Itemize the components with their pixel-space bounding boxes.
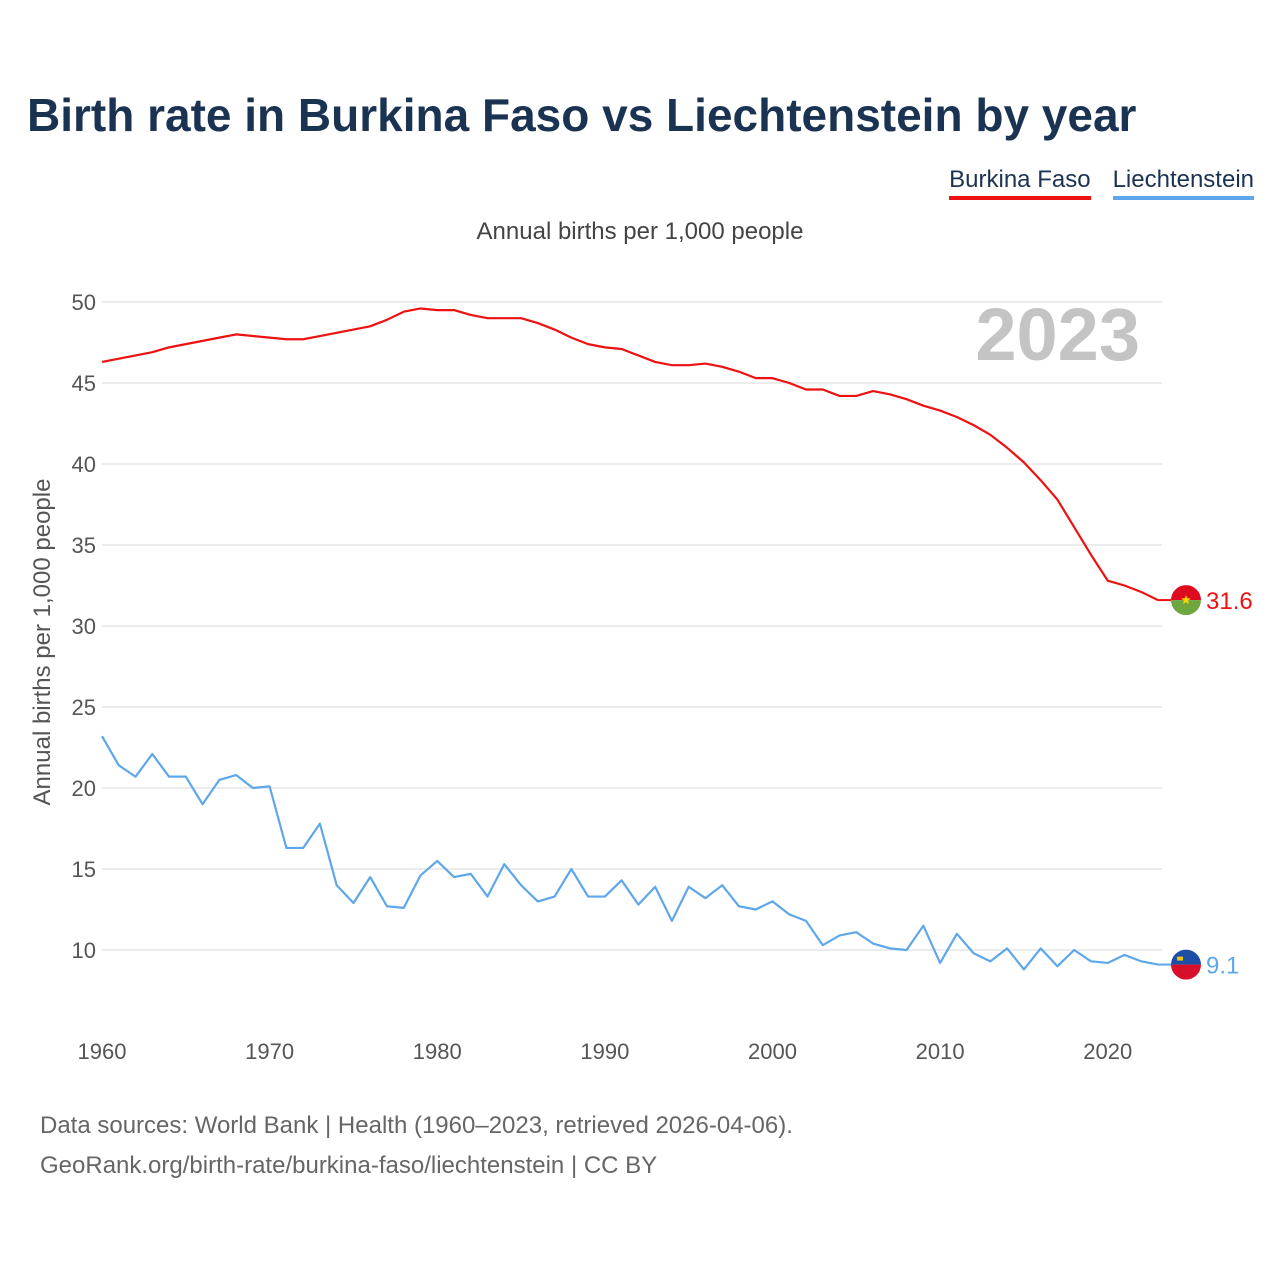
legend: Burkina Faso Liechtenstein	[949, 166, 1254, 200]
chart-title: Birth rate in Burkina Faso vs Liechtenst…	[27, 89, 1137, 141]
x-tick-1990: 1990	[580, 1039, 629, 1064]
y-tick-20: 20	[72, 776, 96, 801]
x-tick-2010: 2010	[916, 1039, 965, 1064]
y-tick-10: 10	[72, 938, 96, 963]
end-label-burkina-faso: 31.6	[1206, 588, 1253, 615]
y-tick-45: 45	[72, 371, 96, 396]
footer-sources: Data sources: World Bank | Health (1960–…	[40, 1112, 793, 1139]
x-tick-labels: 1960 1970 1980 1990 2000 2010 2020	[78, 1039, 1133, 1064]
footer-link[interactable]: GeoRank.org/birth-rate/burkina-faso/liec…	[40, 1152, 658, 1179]
footer: Data sources: World Bank | Health (1960–…	[40, 1106, 793, 1186]
x-tick-1970: 1970	[245, 1039, 294, 1064]
y-tick-35: 35	[72, 533, 96, 558]
x-tick-2020: 2020	[1083, 1039, 1132, 1064]
chart-subtitle: Annual births per 1,000 people	[476, 218, 804, 245]
x-tick-1960: 1960	[78, 1039, 127, 1064]
year-watermark: 2023	[975, 293, 1140, 376]
y-tick-50: 50	[72, 290, 96, 315]
legend-item-burkina-faso[interactable]: Burkina Faso	[949, 166, 1091, 200]
series-line-liechtenstein[interactable]	[101, 735, 1159, 971]
y-tick-labels: 10 15 20 25 30 35 40 45 50	[72, 290, 96, 963]
x-tick-1980: 1980	[413, 1039, 462, 1064]
flag-icon-burkina-faso	[1171, 585, 1201, 616]
y-axis-label: Annual births per 1,000 people	[29, 479, 56, 806]
y-tick-25: 25	[72, 695, 96, 720]
x-tick-2000: 2000	[748, 1039, 797, 1064]
series-line-burkina-faso[interactable]	[101, 307, 1159, 602]
end-markers: 31.6 9.1	[1158, 585, 1253, 980]
end-label-liechtenstein: 9.1	[1206, 953, 1239, 980]
legend-item-liechtenstein[interactable]: Liechtenstein	[1112, 166, 1254, 200]
y-tick-15: 15	[72, 857, 96, 882]
line-chart: 10 15 20 25 30 35 40 45 50 1960 1970 1980 1990 2000 2…	[29, 290, 1253, 1064]
y-tick-40: 40	[72, 452, 96, 477]
flag-icon-liechtenstein	[1171, 949, 1201, 980]
series-lines	[101, 307, 1159, 971]
gridlines	[102, 301, 1162, 951]
y-tick-30: 30	[72, 614, 96, 639]
